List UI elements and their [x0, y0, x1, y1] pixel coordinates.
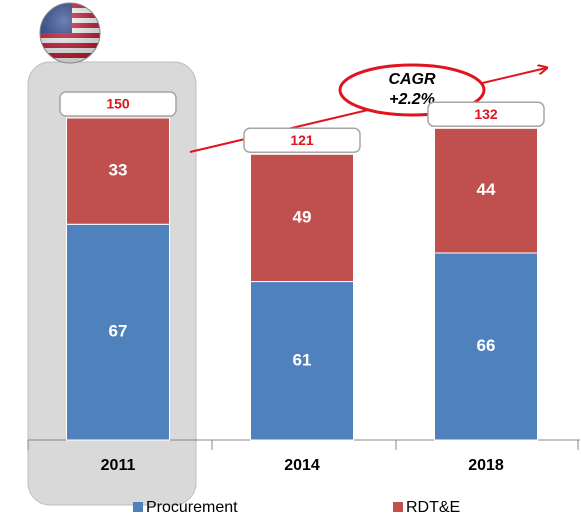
segment-label: 49: [293, 207, 312, 226]
total-box: [243, 127, 361, 154]
total-label: 121: [290, 132, 314, 148]
bar-segment: [434, 127, 538, 254]
bar-segment: [250, 153, 354, 283]
segment-label: 44: [477, 180, 496, 199]
segment-label: 33: [109, 161, 128, 180]
bar-segment: [66, 117, 170, 225]
bar-segment: [434, 252, 538, 441]
bar-segment: [66, 223, 170, 441]
total-label: 132: [474, 106, 498, 122]
cagr-title: CAGR: [388, 71, 436, 88]
x-tick-label: 2018: [468, 457, 504, 474]
total-label: 150: [106, 96, 130, 112]
flag-icon: [40, 3, 100, 63]
segment-label: 67: [109, 322, 128, 341]
flag-border: [39, 2, 101, 64]
total-box: [59, 91, 177, 117]
legend-swatch: [133, 502, 143, 512]
legend-label: Procurement: [146, 499, 238, 516]
bar-segment: [250, 281, 354, 441]
total-box: [427, 101, 545, 128]
segment-label: 61: [293, 350, 312, 369]
legend-swatch: [393, 502, 403, 512]
x-tick-label: 2014: [284, 457, 320, 474]
legend-label: RDT&E: [406, 499, 460, 516]
cagr-value: +2.2%: [389, 91, 435, 108]
segment-label: 66: [477, 336, 496, 355]
x-tick-label: 2011: [101, 457, 136, 474]
